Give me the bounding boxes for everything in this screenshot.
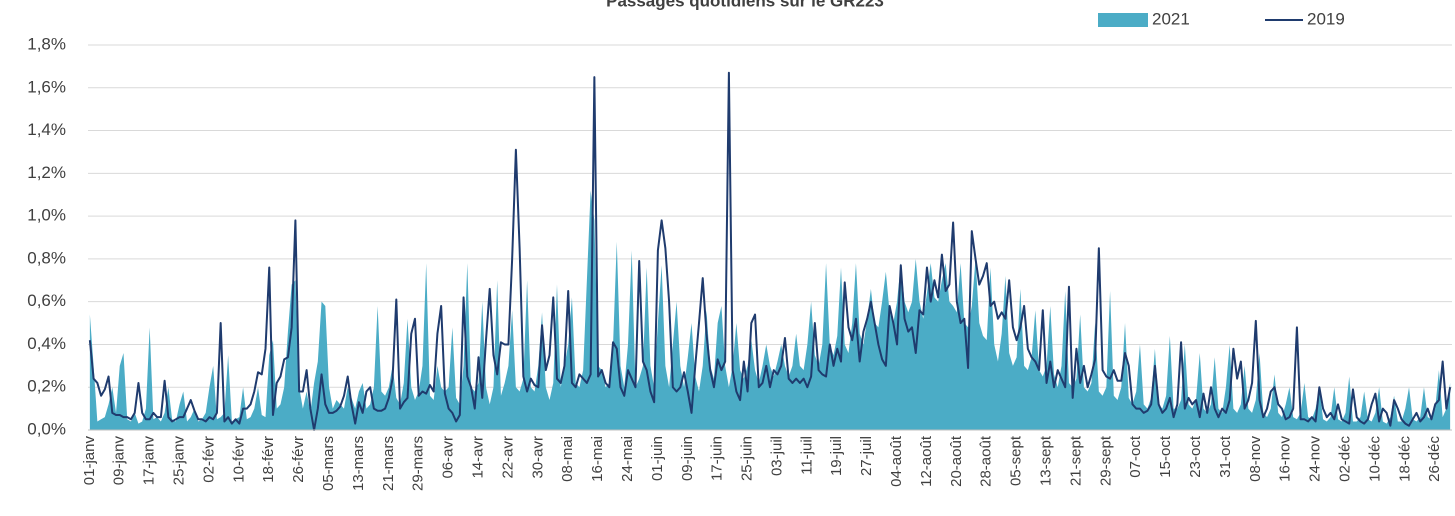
y-tick-label: 1,2% bbox=[27, 163, 66, 182]
x-tick-label: 01-janv bbox=[81, 436, 98, 486]
y-tick-label: 0,2% bbox=[27, 377, 66, 396]
x-tick-label: 05-sept bbox=[1008, 435, 1025, 486]
legend-label: 2021 bbox=[1152, 9, 1190, 28]
x-tick-label: 30-avr bbox=[529, 436, 546, 479]
y-tick-label: 0,0% bbox=[27, 419, 66, 438]
y-tick-label: 0,8% bbox=[27, 248, 66, 267]
x-tick-label: 25-janv bbox=[171, 436, 188, 486]
x-tick-label: 18-déc bbox=[1396, 436, 1413, 482]
x-tick-label: 10-févr bbox=[230, 436, 247, 483]
x-tick-label: 10-déc bbox=[1366, 436, 1383, 482]
x-tick-label: 05-mars bbox=[320, 436, 337, 491]
x-tick-label: 18-févr bbox=[260, 436, 277, 483]
x-tick-label: 21-mars bbox=[380, 436, 397, 491]
x-tick-label: 04-août bbox=[888, 435, 905, 487]
x-tick-label: 31-oct bbox=[1217, 435, 1234, 478]
legend-label: 2019 bbox=[1307, 9, 1345, 28]
x-tick-label: 17-juin bbox=[709, 436, 726, 481]
x-tick-label: 15-oct bbox=[1157, 435, 1174, 478]
y-tick-label: 0,4% bbox=[27, 334, 66, 353]
x-tick-label: 09-janv bbox=[111, 436, 128, 486]
x-tick-label: 26-déc bbox=[1426, 436, 1443, 482]
x-tick-label: 28-août bbox=[978, 435, 995, 487]
x-tick-label: 08-nov bbox=[1247, 436, 1264, 482]
x-tick-label: 24-mai bbox=[619, 436, 636, 482]
x-tick-label: 27-juil bbox=[858, 436, 875, 476]
x-tick-label: 17-janv bbox=[141, 436, 158, 486]
line-series bbox=[88, 71, 1452, 431]
chart-title: Passages quotidiens sur le GR223 bbox=[606, 0, 884, 10]
x-tick-label: 12-août bbox=[918, 435, 935, 487]
y-tick-label: 0,6% bbox=[27, 291, 66, 310]
x-tick-label: 20-août bbox=[948, 435, 965, 487]
x-tick-label: 23-oct bbox=[1187, 435, 1204, 478]
x-tick-label: 03-juil bbox=[768, 436, 785, 476]
x-tick-label: 09-juin bbox=[679, 436, 696, 481]
x-tick-label: 01-juin bbox=[649, 436, 666, 481]
y-tick-label: 1,6% bbox=[27, 77, 66, 96]
x-tick-label: 22-avr bbox=[499, 436, 516, 479]
x-tick-label: 06-avr bbox=[440, 436, 457, 479]
x-tick-label: 29-mars bbox=[410, 436, 427, 491]
x-tick-label: 16-nov bbox=[1277, 436, 1294, 482]
x-tick-label: 24-nov bbox=[1307, 436, 1324, 482]
x-tick-label: 13-mars bbox=[350, 436, 367, 491]
x-tick-label: 16-mai bbox=[589, 436, 606, 482]
x-tick-label: 08-mai bbox=[559, 436, 576, 482]
area-series bbox=[89, 190, 1451, 430]
legend-swatch bbox=[1098, 13, 1148, 27]
x-tick-label: 13-sept bbox=[1038, 435, 1055, 486]
x-tick-label: 29-sept bbox=[1097, 435, 1114, 486]
x-tick-label: 02-févr bbox=[200, 436, 217, 483]
x-tick-label: 26-févr bbox=[290, 436, 307, 483]
y-tick-label: 1,8% bbox=[27, 34, 66, 53]
x-tick-label: 25-juin bbox=[739, 436, 756, 481]
x-tick-label: 07-oct bbox=[1127, 435, 1144, 478]
x-tick-label: 21-sept bbox=[1067, 435, 1084, 486]
x-tick-label: 19-juil bbox=[828, 436, 845, 476]
x-tick-label: 11-juil bbox=[798, 436, 815, 475]
x-tick-label: 02-déc bbox=[1336, 436, 1353, 482]
y-tick-label: 1,4% bbox=[27, 120, 66, 139]
y-tick-label: 1,0% bbox=[27, 206, 66, 225]
x-tick-label: 14-avr bbox=[469, 436, 486, 479]
